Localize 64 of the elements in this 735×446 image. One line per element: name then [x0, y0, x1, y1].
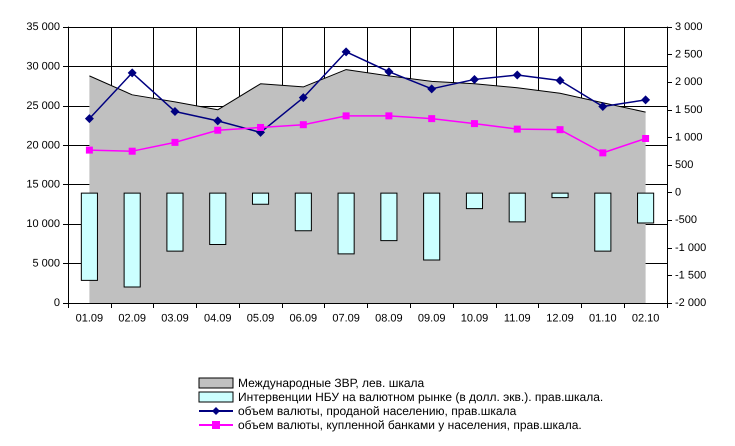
x-tick-label: 08.09 [375, 312, 403, 324]
y2-tick-label: -2 000 [675, 297, 706, 309]
point [556, 76, 565, 86]
point [257, 124, 264, 131]
y-tick-label: 35 000 [26, 21, 60, 33]
y-tick-label: 25 000 [26, 100, 60, 112]
point [170, 106, 180, 116]
point [428, 115, 436, 122]
y2-tick-label: -500 [675, 214, 698, 226]
point [342, 112, 350, 120]
x-tick-label: 02.10 [632, 312, 660, 324]
y2-tick-label: -1 000 [675, 242, 706, 254]
x-tick-label: 07.09 [332, 312, 360, 324]
point [470, 74, 479, 84]
y-tick-label: 10 000 [26, 218, 60, 230]
y2-tick-label: 3 000 [675, 21, 703, 33]
x-tick-label: 10.09 [460, 312, 488, 324]
x-tick-label: 04.09 [204, 312, 232, 324]
point [84, 114, 94, 124]
point [641, 95, 650, 104]
point [128, 148, 136, 155]
y2-tick-label: 2 500 [675, 48, 703, 61]
y-tick-label: 15 000 [26, 178, 60, 191]
y2-tick-label: 1 000 [675, 131, 703, 144]
legend-label: объем валюты, купленной банками у населения, прав.шкала. [238, 418, 582, 432]
point [599, 149, 606, 156]
x-tick-label: 12.09 [546, 312, 574, 324]
x-tick-label: 05.09 [246, 312, 274, 324]
y2-tick-label: 1 500 [675, 104, 703, 116]
y-tick-label: 5 000 [32, 258, 60, 270]
point [598, 102, 608, 111]
legend-label: Интервенции НБУ на валютном рынке (в долл. экв.). прав.шкала. [238, 390, 604, 404]
point [384, 67, 394, 76]
x-tick-label: 02.09 [118, 312, 146, 324]
point [514, 126, 521, 133]
y2-tick-label: 2 000 [675, 76, 703, 88]
x-tick-label: 09.09 [418, 312, 446, 324]
y-tick-label: 20 000 [26, 139, 60, 152]
legend-label: Международные ЗВР, лев. шкала [238, 376, 425, 390]
point [300, 121, 307, 128]
point [427, 84, 436, 94]
point [128, 68, 137, 78]
x-tick-label: 01.09 [76, 312, 104, 324]
y2-tick-label: 500 [675, 159, 694, 171]
point [214, 126, 222, 134]
point [642, 135, 650, 142]
point [86, 146, 93, 154]
x-tick-label: 03.09 [161, 312, 189, 324]
legend-label: объем валюты, проданой населению, прав.шкала [238, 404, 517, 418]
point [512, 70, 522, 80]
y-tick-label: 30 000 [26, 60, 60, 72]
point [213, 116, 222, 126]
point [470, 120, 478, 128]
x-tick-label: 06.09 [290, 312, 318, 324]
x-tick-label: 11.09 [504, 312, 531, 324]
x-tick-label: 01.10 [589, 312, 617, 324]
point [385, 112, 392, 120]
y2-tick-label: 0 [675, 186, 682, 199]
y2-tick-label: -1 500 [675, 269, 706, 282]
y-tick-label: 0 [54, 297, 60, 309]
point [171, 138, 178, 146]
point [298, 93, 308, 102]
point [556, 126, 564, 134]
point [342, 47, 351, 56]
